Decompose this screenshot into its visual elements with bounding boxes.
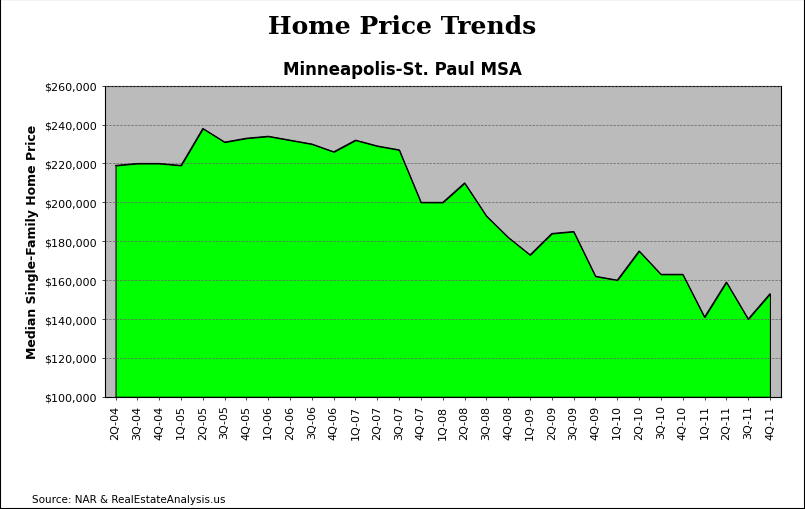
Text: Home Price Trends: Home Price Trends — [268, 15, 537, 39]
Text: Minneapolis-St. Paul MSA: Minneapolis-St. Paul MSA — [283, 61, 522, 79]
FancyBboxPatch shape — [0, 0, 805, 490]
Y-axis label: Median Single-Family Home Price: Median Single-Family Home Price — [26, 125, 39, 359]
Text: Source: NAR & RealEstateAnalysis.us: Source: NAR & RealEstateAnalysis.us — [32, 494, 225, 504]
